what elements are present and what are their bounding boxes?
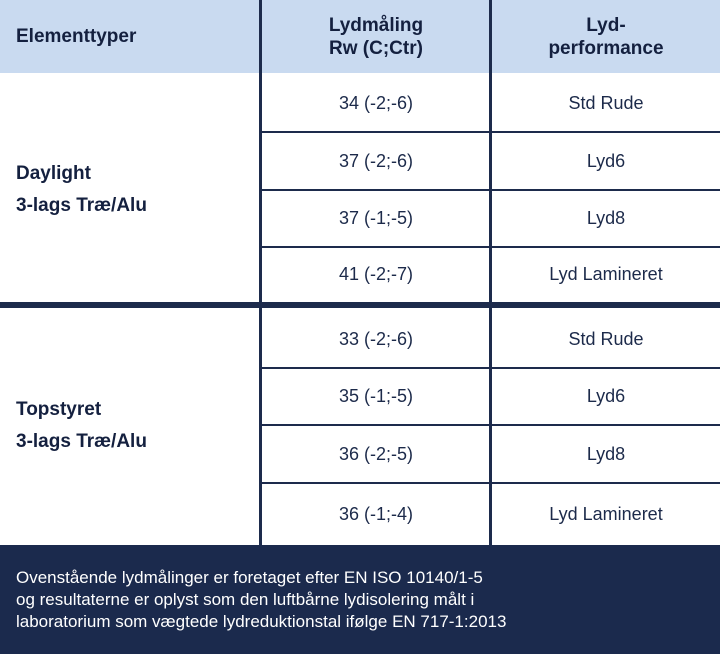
group-divider <box>0 302 720 308</box>
table-cell-performance: Lyd Lamineret <box>549 264 663 284</box>
table-header: Elementtyper Lydmåling Rw (C;Ctr) Lyd- p… <box>0 0 720 73</box>
table-cell-measure: 41 (-2;-7) <box>338 264 414 284</box>
row-divider <box>262 189 720 191</box>
footnote: Ovenstående lydmålinger er foretaget eft… <box>0 545 720 654</box>
group-label-topstyret: Topstyret 3-lags Træ/Alu <box>16 394 147 458</box>
header-sound-measure-line2: Rw (C;Ctr) <box>329 37 423 59</box>
table-cell-performance: Std Rude <box>568 328 644 349</box>
footnote-line: og resultaterne er oplyst som den luftbå… <box>16 590 475 609</box>
header-sound-performance-line2: performance <box>548 37 664 59</box>
row-divider <box>262 482 720 484</box>
row-divider <box>262 424 720 426</box>
table-cell-performance: Lyd8 <box>586 208 626 228</box>
header-sound-measure: Lydmåling Rw (C;Ctr) <box>262 0 490 73</box>
group-label-line1: Daylight <box>16 163 91 184</box>
row-divider <box>262 246 720 248</box>
table-cell-performance: Lyd6 <box>586 386 626 406</box>
group-label-line2: 3-lags Træ/Alu <box>16 195 147 216</box>
table-cell-measure: 37 (-2;-6) <box>338 150 414 171</box>
header-sound-performance: Lyd- performance <box>492 0 720 73</box>
table-cell-performance: Lyd6 <box>586 150 626 171</box>
table-cell-performance: Lyd Lamineret <box>549 504 663 524</box>
header-element-types: Elementtyper <box>16 26 137 47</box>
table-cell-measure: 34 (-2;-6) <box>338 92 414 113</box>
header-sound-performance-line1: Lyd- <box>586 14 626 36</box>
row-divider <box>262 367 720 369</box>
column-divider <box>489 0 492 545</box>
column-divider <box>259 0 262 545</box>
header-sound-measure-line1: Lydmåling <box>328 14 424 36</box>
table-cell-measure: 35 (-1;-5) <box>338 386 414 406</box>
group-label-daylight: Daylight 3-lags Træ/Alu <box>16 158 147 222</box>
table-cell-performance: Std Rude <box>568 92 644 113</box>
table-cell-measure: 37 (-1;-5) <box>338 208 414 228</box>
table-cell-measure: 33 (-2;-6) <box>338 328 414 349</box>
group-label-line2: 3-lags Træ/Alu <box>16 431 147 452</box>
footnote-line: Ovenstående lydmålinger er foretaget eft… <box>16 568 483 587</box>
table-cell-performance: Lyd8 <box>586 443 626 464</box>
table-cell-measure: 36 (-2;-5) <box>338 443 414 464</box>
row-divider <box>262 131 720 133</box>
group-label-line1: Topstyret <box>16 399 102 420</box>
table-cell-measure: 36 (-1;-4) <box>338 504 414 524</box>
footnote-line: laboratorium som vægtede lydreduktionsta… <box>16 612 507 631</box>
